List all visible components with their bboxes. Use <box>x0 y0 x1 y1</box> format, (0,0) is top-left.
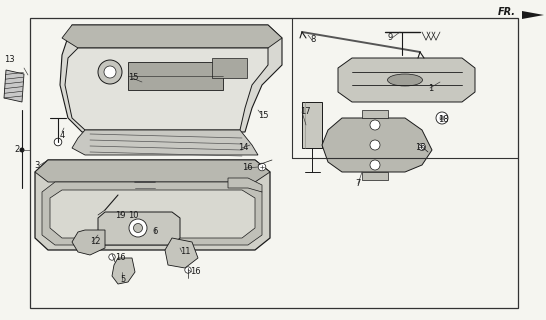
Text: 2: 2 <box>14 146 19 155</box>
Text: 12: 12 <box>90 237 100 246</box>
Text: 16: 16 <box>415 143 426 153</box>
Polygon shape <box>35 160 270 182</box>
Text: 10: 10 <box>128 211 139 220</box>
Text: 17: 17 <box>300 108 311 116</box>
Circle shape <box>20 148 25 153</box>
Polygon shape <box>4 70 24 102</box>
Circle shape <box>185 267 191 273</box>
Circle shape <box>104 66 116 78</box>
Text: 4: 4 <box>60 131 66 140</box>
Text: 15: 15 <box>258 110 269 119</box>
Text: 7: 7 <box>355 180 360 188</box>
Text: 15: 15 <box>128 74 139 83</box>
Polygon shape <box>522 11 544 19</box>
Circle shape <box>134 223 143 233</box>
Text: 16: 16 <box>115 253 126 262</box>
Polygon shape <box>72 130 258 155</box>
Polygon shape <box>62 25 282 48</box>
Polygon shape <box>72 230 105 255</box>
Circle shape <box>370 160 380 170</box>
Polygon shape <box>322 118 432 172</box>
Bar <box>212 58 247 78</box>
Circle shape <box>370 140 380 150</box>
Circle shape <box>418 143 425 150</box>
Text: 18: 18 <box>438 116 449 124</box>
Polygon shape <box>50 190 255 238</box>
Circle shape <box>98 60 122 84</box>
Text: 13: 13 <box>4 55 15 65</box>
Polygon shape <box>35 160 270 250</box>
Polygon shape <box>98 212 180 245</box>
Polygon shape <box>338 58 475 102</box>
Text: 6: 6 <box>152 228 157 236</box>
Text: 9: 9 <box>388 34 393 43</box>
Text: 14: 14 <box>238 143 248 153</box>
Text: 3: 3 <box>34 161 39 170</box>
Polygon shape <box>362 110 388 118</box>
Circle shape <box>436 112 448 124</box>
Text: 1: 1 <box>428 84 433 92</box>
Text: 5: 5 <box>120 276 125 284</box>
Circle shape <box>258 163 266 171</box>
Circle shape <box>129 219 147 237</box>
Bar <box>30 18 518 308</box>
Circle shape <box>370 120 380 130</box>
Polygon shape <box>60 25 282 132</box>
Circle shape <box>109 254 115 260</box>
Text: FR.: FR. <box>498 7 516 17</box>
Polygon shape <box>42 182 262 245</box>
Polygon shape <box>362 172 388 180</box>
Bar <box>128 62 223 90</box>
Text: 16: 16 <box>190 268 200 276</box>
Polygon shape <box>228 178 262 192</box>
Text: 8: 8 <box>310 36 316 44</box>
Text: 16: 16 <box>242 164 253 172</box>
Circle shape <box>54 138 62 146</box>
Polygon shape <box>112 258 135 284</box>
Text: 19: 19 <box>115 211 126 220</box>
Ellipse shape <box>388 74 423 86</box>
Circle shape <box>440 116 444 121</box>
Polygon shape <box>65 48 268 130</box>
Polygon shape <box>165 238 198 268</box>
Text: 11: 11 <box>180 247 191 257</box>
Polygon shape <box>302 102 322 148</box>
